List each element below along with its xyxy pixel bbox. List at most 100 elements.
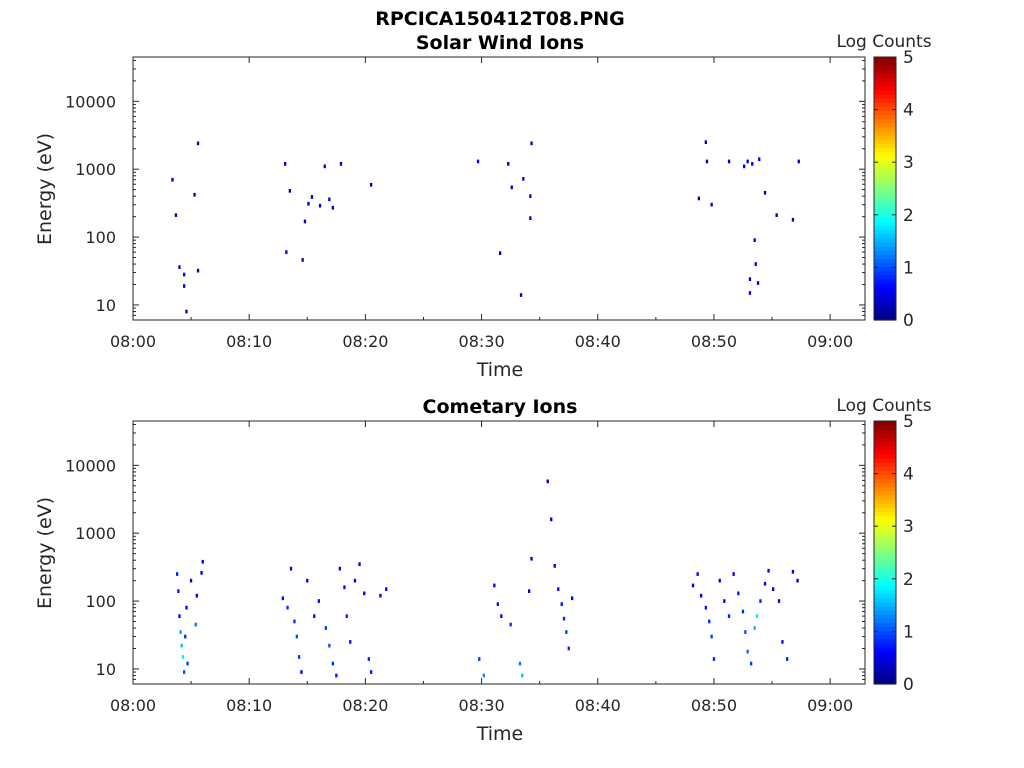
- data-cell: [179, 630, 182, 634]
- colorbar-band: [874, 519, 896, 525]
- colorbar-band: [874, 536, 896, 541]
- data-cell: [758, 157, 761, 162]
- colorbar-band: [874, 622, 896, 628]
- colorbar-band: [874, 192, 896, 198]
- data-cell: [550, 517, 553, 522]
- data-cell: [748, 291, 752, 295]
- colorbar-label-cometary: Log Counts: [836, 396, 931, 416]
- data-cell: [509, 622, 512, 627]
- y-tick-label: 100: [85, 592, 116, 611]
- colorbar-band: [874, 126, 896, 132]
- data-cell: [298, 655, 301, 659]
- colorbar-band: [874, 254, 896, 259]
- data-cell: [529, 216, 532, 220]
- colorbar-band: [874, 61, 896, 66]
- colorbar-band: [874, 568, 896, 574]
- data-cell: [496, 602, 499, 606]
- colorbar-band: [874, 287, 896, 292]
- x-axis-label-cometary: Time: [476, 723, 524, 745]
- colorbar-band: [874, 610, 896, 615]
- colorbar-band: [874, 614, 896, 619]
- data-cell: [281, 596, 284, 601]
- colorbar-band: [874, 262, 896, 268]
- data-cell: [777, 599, 781, 603]
- data-cell: [300, 670, 303, 674]
- panel-title-cometary: Cometary Ions: [423, 396, 578, 418]
- data-cell: [177, 589, 180, 593]
- data-cell: [772, 587, 775, 591]
- colorbar-band: [874, 159, 896, 165]
- colorbar-band: [874, 527, 896, 533]
- colorbar-band: [874, 85, 896, 91]
- data-cell: [185, 309, 188, 314]
- colorbar-band: [874, 441, 896, 447]
- data-cell: [705, 159, 709, 164]
- data-cell: [750, 661, 753, 666]
- plot-frame: [132, 56, 866, 321]
- data-cell: [791, 569, 795, 574]
- data-cell: [727, 614, 731, 618]
- data-cell: [301, 258, 304, 262]
- colorbar-band: [874, 274, 896, 280]
- colorbar-band: [874, 73, 896, 79]
- data-cell: [756, 281, 760, 285]
- data-cell: [743, 164, 746, 169]
- colorbar-band: [874, 655, 896, 660]
- data-cell: [284, 162, 287, 166]
- data-cell: [478, 657, 481, 661]
- colorbar-band: [874, 69, 896, 75]
- colorbar-tick-label: 5: [903, 48, 914, 68]
- colorbar-tick-label: 5: [903, 412, 914, 432]
- colorbar-band: [874, 618, 896, 623]
- data-cell: [339, 162, 343, 166]
- data-cell: [493, 583, 496, 588]
- plot-frame: [132, 420, 866, 685]
- colorbar-band: [874, 511, 896, 517]
- data-cell: [507, 162, 510, 166]
- colorbar-label-solar-wind: Log Counts: [836, 32, 931, 52]
- colorbar-band: [874, 57, 896, 62]
- colorbar-band: [874, 188, 896, 194]
- panel-cometary-ions: Cometary Ions Time Energy (eV) Log Count…: [34, 396, 932, 745]
- colorbar-tick-label: 1: [903, 622, 914, 642]
- data-cell: [741, 609, 745, 614]
- colorbar-band: [874, 180, 896, 185]
- colorbar-band: [874, 233, 896, 239]
- data-cell: [710, 202, 713, 207]
- data-cell: [500, 614, 503, 618]
- data-cell: [317, 599, 320, 603]
- data-cell: [353, 578, 357, 583]
- data-cell: [186, 661, 189, 666]
- data-cell: [775, 213, 778, 217]
- colorbar-band: [874, 663, 896, 669]
- y-axis-label-solar-wind: Energy (eV): [34, 133, 56, 245]
- x-tick-label: 08:40: [575, 696, 621, 715]
- colorbar-band: [874, 437, 896, 443]
- colorbar-band: [874, 482, 896, 488]
- colorbar-tick-label: 0: [903, 675, 914, 695]
- colorbar-band: [874, 172, 896, 177]
- data-cell: [196, 268, 200, 273]
- data-cell: [753, 626, 756, 630]
- colorbar-band: [874, 523, 896, 529]
- data-cell: [518, 661, 522, 666]
- data-cell: [796, 578, 799, 583]
- colorbar-band: [874, 98, 896, 103]
- data-cell: [697, 196, 700, 201]
- colorbar-tick-label: 4: [903, 465, 914, 485]
- data-cell: [201, 559, 204, 564]
- data-cell: [519, 293, 523, 297]
- colorbar-band: [874, 147, 896, 153]
- panel-solar-wind-ions: Solar Wind Ions Time Energy (eV) Log Cou…: [34, 32, 932, 381]
- colorbar-band: [874, 176, 896, 181]
- colorbar-band: [874, 283, 896, 288]
- colorbar-band: [874, 651, 896, 656]
- colorbar-band: [874, 503, 896, 508]
- colorbar-band: [874, 258, 896, 264]
- colorbar-frame: [873, 56, 897, 321]
- x-tick-label: 08:40: [575, 332, 621, 351]
- colorbar-band: [874, 593, 896, 599]
- colorbar-band: [874, 217, 896, 222]
- data-cell: [700, 593, 703, 598]
- data-cell: [323, 164, 326, 169]
